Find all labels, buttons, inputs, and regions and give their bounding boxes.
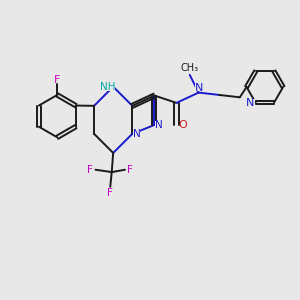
Bar — [246, 99, 254, 107]
Bar — [54, 76, 61, 83]
Text: CH₃: CH₃ — [181, 63, 199, 74]
Text: F: F — [107, 188, 113, 198]
Text: N: N — [194, 82, 203, 93]
Bar — [180, 121, 186, 129]
Bar — [133, 130, 140, 137]
Text: F: F — [127, 165, 133, 175]
Bar — [155, 121, 162, 129]
Text: O: O — [178, 120, 188, 130]
Text: N: N — [246, 98, 255, 108]
Text: F: F — [87, 165, 93, 175]
Text: F: F — [54, 75, 60, 85]
Bar — [195, 84, 202, 91]
Text: N: N — [133, 129, 140, 139]
Bar — [100, 82, 115, 91]
Text: NH: NH — [100, 82, 116, 92]
Text: N: N — [155, 120, 162, 130]
